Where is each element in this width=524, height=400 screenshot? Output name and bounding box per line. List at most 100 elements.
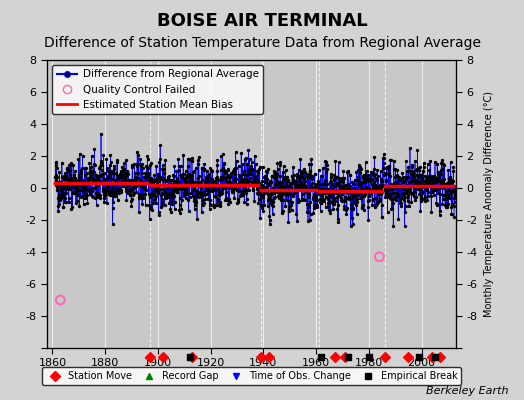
Point [161,157,169,163]
Point [381,190,390,196]
Point [370,204,379,211]
Point [439,192,447,198]
Point [444,201,453,208]
Point [388,186,396,192]
Point [58,174,67,181]
Point [304,204,312,210]
Point [302,171,310,177]
Point [125,177,134,184]
Point [332,190,341,196]
Point [293,184,302,190]
Point [388,204,397,211]
Point [361,173,369,179]
Point [415,190,423,197]
Point [413,146,422,153]
Point [289,164,297,170]
Point [281,166,290,173]
Point [179,170,188,177]
Point [150,190,159,197]
Point [61,190,69,196]
Point [55,192,63,198]
Point [336,185,344,191]
Point [254,196,263,202]
Point [441,196,450,203]
Point [208,176,216,182]
Point [451,199,459,206]
Point [186,156,194,162]
Point [378,177,387,184]
Point [265,194,274,201]
Point [389,196,398,202]
Point [157,192,166,198]
Point [56,179,64,186]
Point [152,176,160,182]
Point [349,188,357,194]
Point [426,158,434,164]
Point [321,190,329,196]
Legend: Difference from Regional Average, Quality Control Failed, Estimated Station Mean: Difference from Regional Average, Qualit… [52,65,263,114]
Point [245,186,253,193]
Point [429,186,437,192]
Point [336,177,344,183]
Point [74,174,83,180]
Point [113,172,121,178]
Point [97,162,106,169]
Point [164,174,172,180]
Point [450,193,458,199]
Point [253,180,261,187]
Point [184,208,193,214]
Point [431,184,440,191]
Point [440,184,449,191]
Point [200,161,209,168]
Point [442,194,450,200]
Point [392,184,400,191]
Point [416,179,424,185]
Point [278,180,286,186]
Point [372,186,380,192]
Point [203,173,212,179]
Point [160,194,169,200]
Point [281,188,290,195]
Point [267,202,276,208]
Point [113,158,121,165]
Point [192,190,201,196]
Point [299,184,308,191]
Point [385,170,394,176]
Point [397,184,406,190]
Point [134,169,142,176]
Point [355,162,363,169]
Point [397,200,405,206]
Point [246,167,254,173]
Point [432,175,440,181]
Point [330,201,338,207]
Point [306,217,314,223]
Point [196,185,205,191]
Point [245,170,253,177]
Point [233,186,241,193]
Point [272,171,281,177]
Point [331,158,340,164]
Point [114,197,122,203]
Point [94,180,103,186]
Point [166,189,174,196]
Point [422,182,430,188]
Point [226,179,235,185]
Point [82,182,91,189]
Point [123,177,132,183]
Point [206,165,215,171]
Point [75,150,84,157]
Point [361,188,369,194]
Point [107,185,116,191]
Point [195,179,204,186]
Point [234,180,243,186]
Point [147,192,155,198]
Point [202,187,210,193]
Point [246,166,255,172]
Point [409,193,418,200]
Point [426,175,434,182]
Point [89,194,97,200]
Point [82,178,91,184]
Point [73,187,82,194]
Point [435,178,443,184]
Point [303,194,312,200]
